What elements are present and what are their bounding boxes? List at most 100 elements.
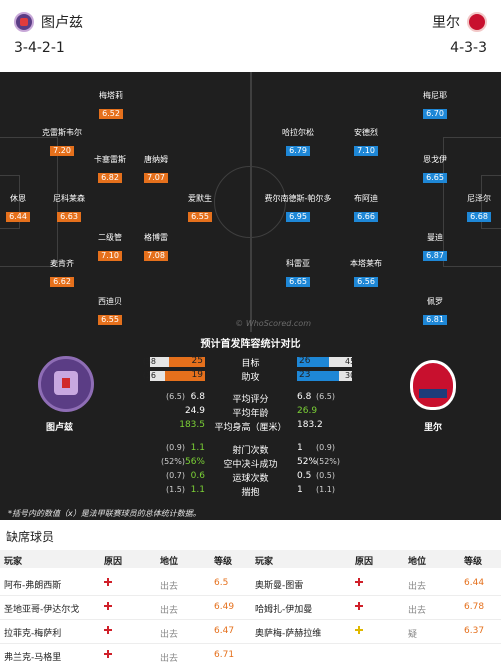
col-position: 地位 — [408, 554, 426, 567]
position: 出去 — [160, 627, 178, 640]
player-rating: 6.65 — [286, 277, 310, 287]
col-player: 玩家 — [4, 554, 22, 567]
player-name: 科雷亚 — [262, 258, 334, 269]
stat-label: 运球次数 — [0, 471, 501, 484]
player-marker[interactable]: 科雷亚 6.65 — [262, 258, 334, 288]
player-marker[interactable]: 西迪贝 6.55 — [74, 296, 146, 326]
away-sub: (52%) — [316, 457, 340, 466]
col-reason: 原因 — [355, 554, 373, 567]
player-rating: 6.63 — [57, 212, 81, 222]
player-name: 哈拉尔松 — [262, 127, 334, 138]
player-marker[interactable]: 格博雷 7.08 — [120, 232, 192, 262]
player-marker[interactable]: 哈拉尔松 6.79 — [262, 127, 334, 157]
player-link[interactable]: 弗兰克-马格里 — [4, 650, 61, 663]
table-row: 圣地亚哥-伊达尔戈 出去 6.49 哈姆扎-伊加曼 出去 6.78 — [0, 596, 501, 620]
player-marker[interactable]: 梅尼耶 6.70 — [399, 90, 471, 120]
player-link[interactable]: 圣地亚哥-伊达尔戈 — [4, 602, 79, 615]
player-name: 唐纳姆 — [120, 154, 192, 165]
injury-icon — [104, 626, 112, 637]
player-marker[interactable]: 安德烈 7.10 — [330, 127, 402, 157]
stat-label: 平均身高（厘米） — [0, 420, 501, 433]
player-marker[interactable]: 恩戈伊 6.65 — [399, 154, 471, 184]
player-name: 梅尼耶 — [399, 90, 471, 101]
away-value: 1 — [297, 443, 303, 453]
away-value: 6.8 — [297, 392, 311, 402]
player-rating: 6.55 — [188, 212, 212, 222]
player-rating: 7.20 — [50, 146, 74, 156]
stats-title: 预计首发阵容统计对比 — [0, 335, 501, 350]
player-marker[interactable]: 佩罗 6.81 — [399, 296, 471, 326]
player-link[interactable]: 奥萨梅-萨赫拉维 — [255, 626, 321, 639]
player-name: 本塔莱布 — [330, 258, 402, 269]
player-marker[interactable]: 本塔莱布 6.56 — [330, 258, 402, 288]
stat-label: 射门次数 — [0, 443, 501, 456]
player-rating: 7.08 — [144, 251, 168, 261]
player-name: 爱默生 — [164, 193, 236, 204]
player-rating: 6.56 — [354, 277, 378, 287]
doubtful-icon — [355, 626, 363, 637]
player-rating: 6.62 — [50, 277, 74, 287]
position: 出去 — [160, 579, 178, 592]
home-bar-sub: (26 — [143, 371, 156, 380]
away-bar-sub: 30) — [345, 371, 358, 380]
away-team[interactable]: 里尔 — [432, 12, 487, 32]
player-marker[interactable]: 唐纳姆 7.07 — [120, 154, 192, 184]
player-marker[interactable]: 爱默生 6.55 — [164, 193, 236, 223]
stat-label: 平均年龄 — [0, 406, 501, 419]
away-bar-sub: 45) — [345, 357, 358, 366]
player-marker[interactable]: 曼迪 6.87 — [399, 232, 471, 262]
player-name: 西迪贝 — [74, 296, 146, 307]
player-rating: 6.65 — [423, 173, 447, 183]
away-formation: 4-3-3 — [450, 40, 487, 56]
col-rating: 等级 — [214, 554, 232, 567]
table-row: 弗兰克-马格里 出去 6.71 — [0, 644, 501, 668]
player-name: 安德烈 — [330, 127, 402, 138]
home-bar-value: 19 — [192, 370, 203, 380]
player-marker[interactable]: 布阿迪 6.66 — [330, 193, 402, 223]
rating: 6.47 — [214, 626, 234, 636]
player-marker[interactable]: 尼泽尔 6.68 — [443, 193, 501, 223]
player-link[interactable]: 阿布-弗朗西斯 — [4, 578, 61, 591]
injury-icon — [104, 602, 112, 613]
away-team-name[interactable]: 里尔 — [432, 12, 460, 32]
stat-label: 助攻 — [0, 370, 501, 383]
player-marker[interactable]: 克雷斯韦尔 7.20 — [26, 127, 98, 157]
stat-row-avg-height: 183.5 平均身高（厘米） 183.2 — [0, 420, 501, 434]
away-value: 1 — [297, 485, 303, 495]
away-value: 0.5 — [297, 471, 311, 481]
rating: 6.44 — [464, 578, 484, 588]
player-name: 费尔南德斯-帕尔多 — [262, 193, 334, 204]
away-sub: (0.9) — [316, 443, 335, 452]
player-link[interactable]: 哈姆扎-伊加曼 — [255, 602, 312, 615]
table-row: 拉菲克-梅萨利 出去 6.47 奥萨梅-萨赫拉维 疑 6.37 — [0, 620, 501, 644]
player-name: 格博雷 — [120, 232, 192, 243]
player-name: 佩罗 — [399, 296, 471, 307]
player-link[interactable]: 拉菲克-梅萨利 — [4, 626, 61, 639]
player-name: 尼科莱森 — [33, 193, 105, 204]
player-marker[interactable]: 麦肯齐 6.62 — [26, 258, 98, 288]
stat-row-avg-rating: (6.5) 6.8 平均评分 6.8 (6.5) — [0, 392, 501, 406]
lineup-pitch: 梅塔莉 6.52 克雷斯韦尔 7.20 卡塞雷斯 6.82 唐纳姆 7.07 休恩 6.4… — [0, 72, 501, 332]
player-link[interactable]: 奥斯曼-图雷 — [255, 578, 303, 591]
player-name: 恩戈伊 — [399, 154, 471, 165]
away-value: 183.2 — [297, 420, 323, 430]
col-reason: 原因 — [104, 554, 122, 567]
rating: 6.5 — [214, 578, 228, 588]
player-rating: 6.44 — [6, 212, 30, 222]
player-marker[interactable]: 费尔南德斯-帕尔多 6.95 — [262, 193, 334, 223]
injury-icon — [355, 602, 363, 613]
player-name: 梅塔莉 — [75, 90, 147, 101]
position: 出去 — [160, 603, 178, 616]
away-sub: (6.5) — [316, 392, 335, 401]
stat-row-aerials: (52%) 56% 空中决斗成功 52% (52%) — [0, 457, 501, 471]
stat-row-avg-age: 24.9 平均年龄 26.9 — [0, 406, 501, 420]
home-team[interactable]: 图卢兹 — [14, 12, 83, 32]
player-rating: 6.95 — [286, 212, 310, 222]
player-marker[interactable]: 尼科莱森 6.63 — [33, 193, 105, 223]
player-marker[interactable]: 梅塔莉 6.52 — [75, 90, 147, 120]
away-sub: (1.1) — [316, 485, 335, 494]
home-team-name[interactable]: 图卢兹 — [41, 12, 83, 32]
stat-row-assists: (26 19 助攻 23 30) — [0, 370, 501, 384]
away-sub: (0.5) — [316, 471, 335, 480]
position: 出去 — [408, 603, 426, 616]
